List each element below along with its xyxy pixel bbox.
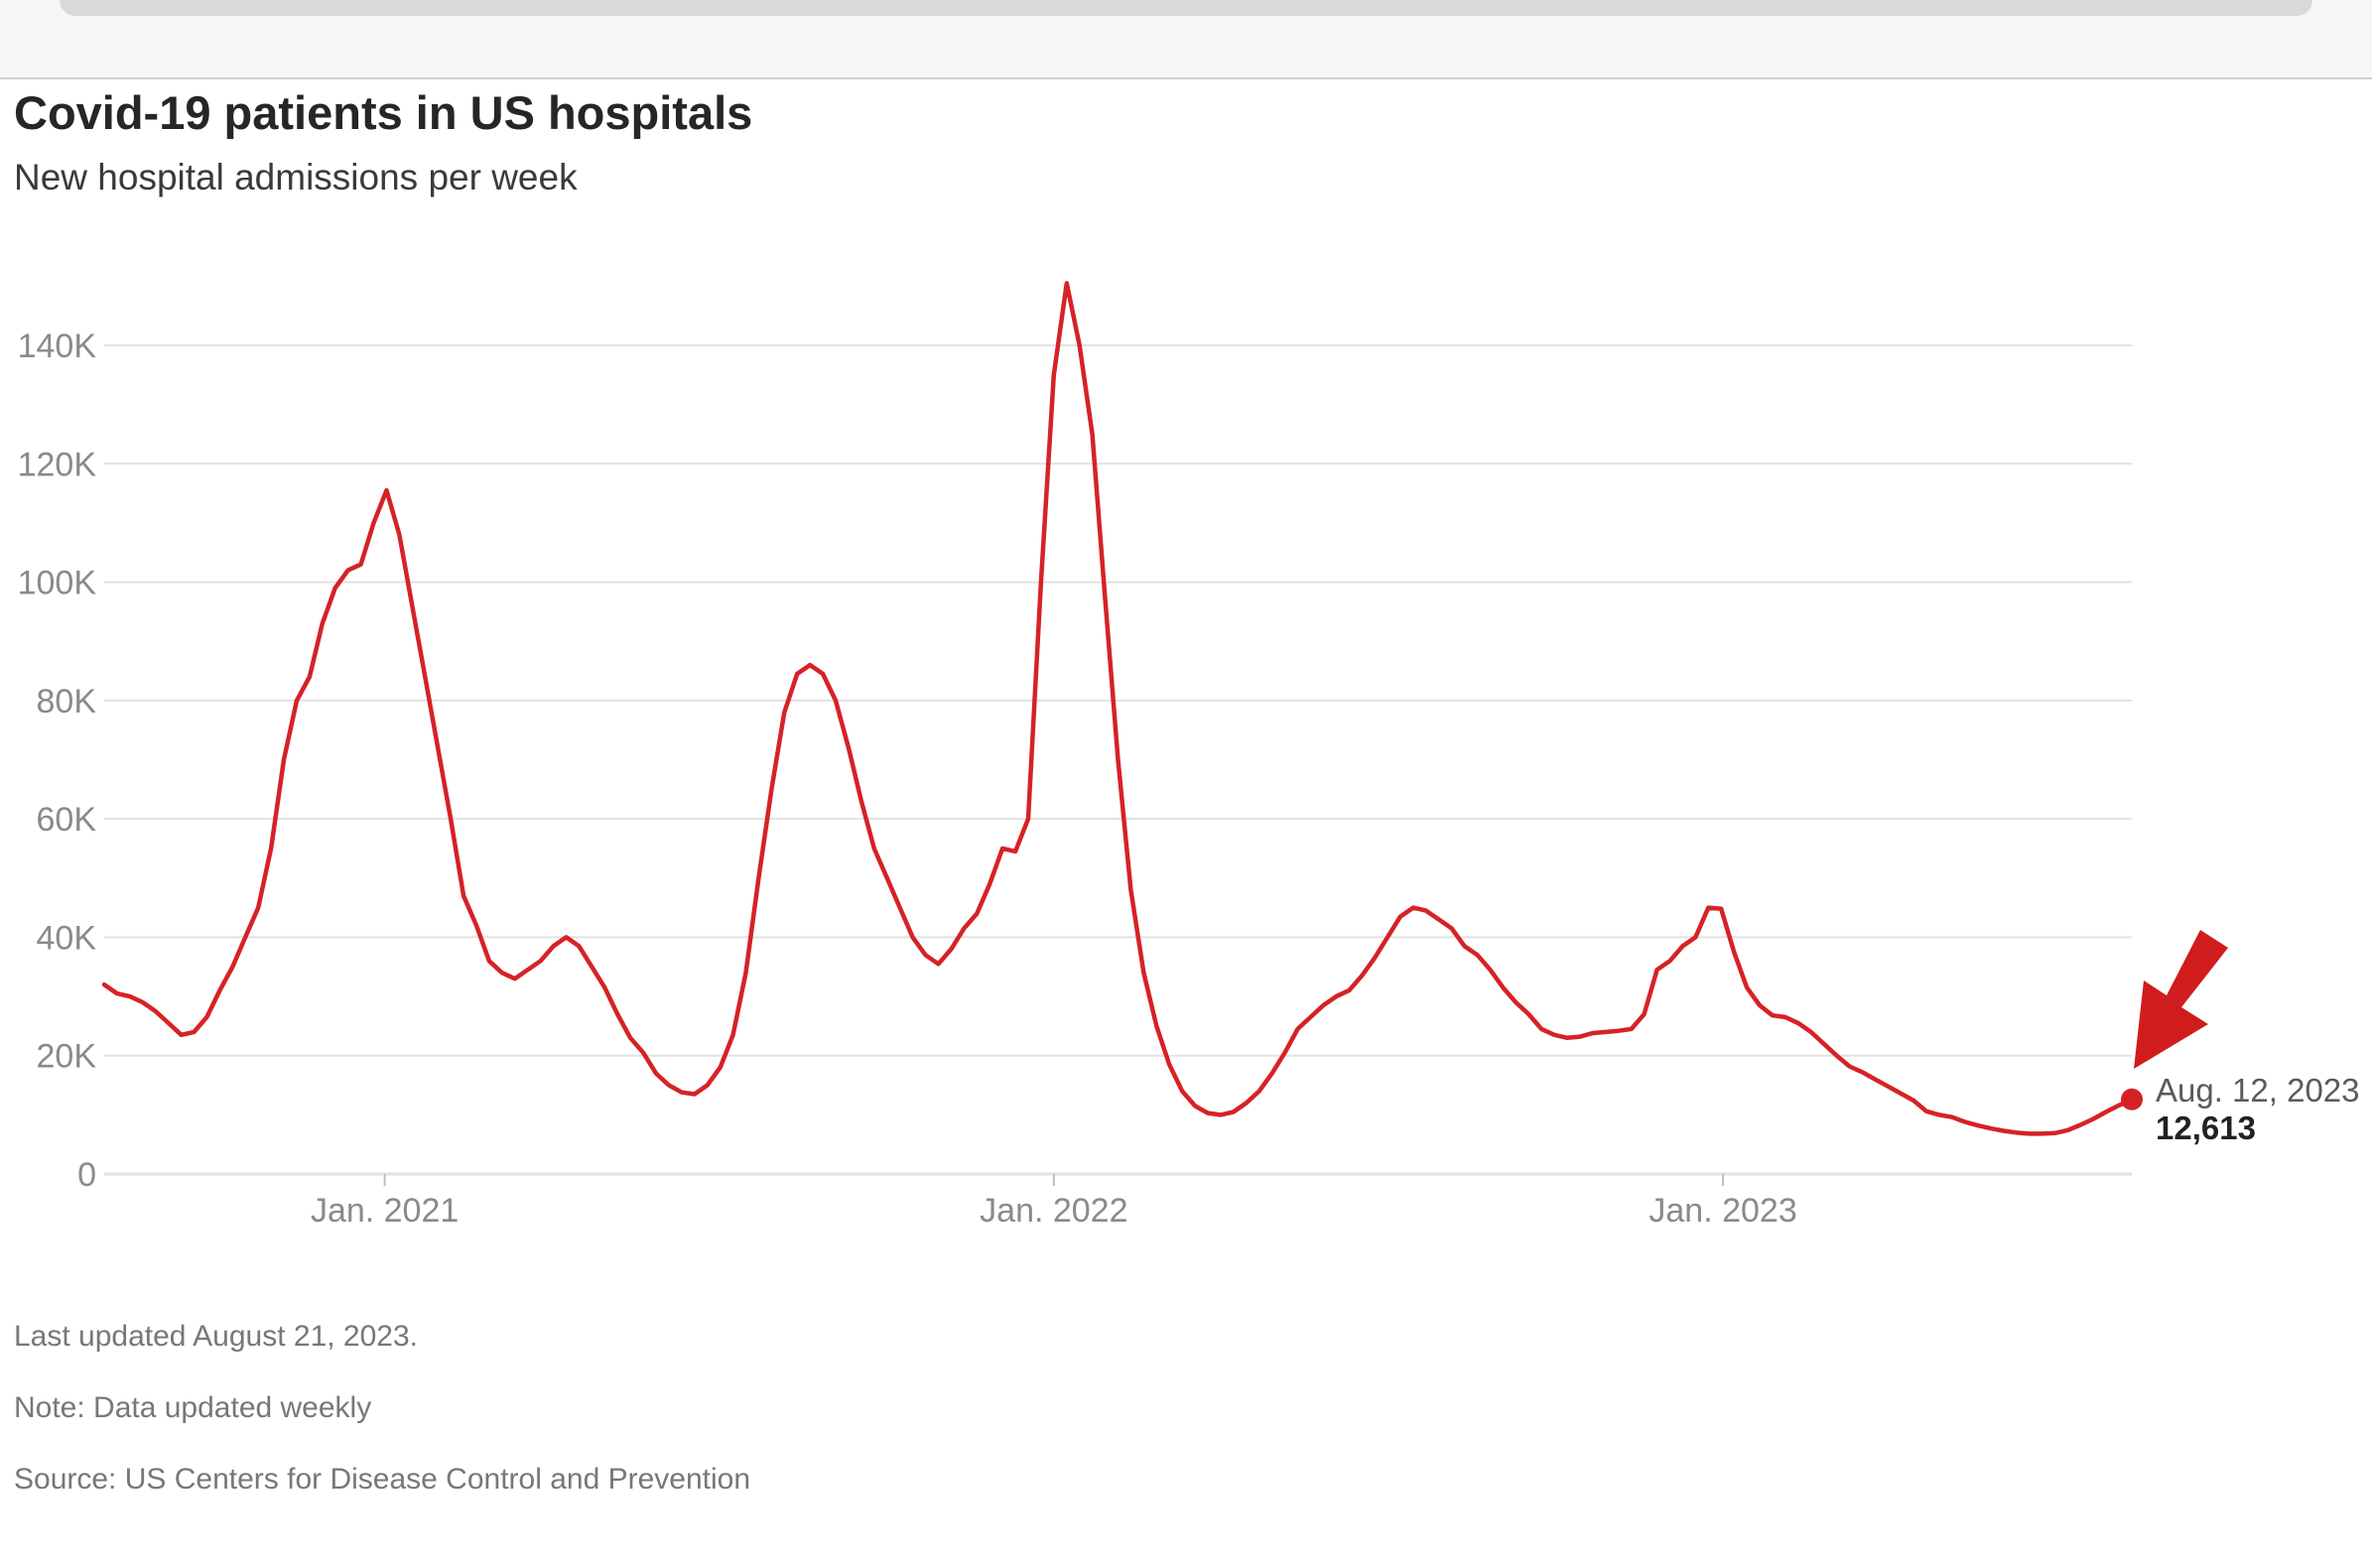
x-tick-label: Jan. 2022	[980, 1192, 1127, 1230]
y-tick-label: 80K	[37, 683, 97, 720]
gridlines	[104, 344, 2132, 1176]
red-arrow-icon	[2134, 930, 2228, 1069]
y-tick-label: 60K	[37, 801, 97, 839]
top-bar	[60, 0, 2312, 16]
y-tick-labels: 0 20K 40K 60K 80K 100K 120K 140K	[18, 327, 97, 1194]
y-tick-label: 40K	[37, 919, 97, 957]
x-tick-label: Jan. 2021	[311, 1192, 459, 1230]
series-line	[101, 281, 2135, 1136]
last-updated: Last updated August 21, 2023.	[14, 1320, 419, 1353]
chart-subtitle: New hospital admissions per week	[14, 157, 578, 197]
note: Note: Data updated weekly	[14, 1391, 372, 1424]
y-tick-label: 20K	[37, 1038, 97, 1076]
y-tick-label: 100K	[18, 565, 97, 602]
annotation-date: Aug. 12, 2023	[2156, 1072, 2360, 1109]
last-point-marker	[2121, 1088, 2143, 1111]
y-tick-label: 0	[77, 1156, 96, 1194]
source: Source: US Centers for Disease Control a…	[14, 1463, 751, 1496]
x-tick-label: Jan. 2023	[1648, 1192, 1796, 1230]
y-tick-label: 120K	[18, 446, 97, 483]
chart-title: Covid-19 patients in US hospitals	[14, 86, 753, 139]
top-strip	[0, 0, 2372, 79]
x-tick-labels: Jan. 2021 Jan. 2022 Jan. 2023	[311, 1174, 1797, 1230]
y-tick-label: 140K	[18, 327, 97, 365]
annotation-value: 12,613	[2156, 1110, 2256, 1146]
series-points	[104, 283, 2132, 1133]
